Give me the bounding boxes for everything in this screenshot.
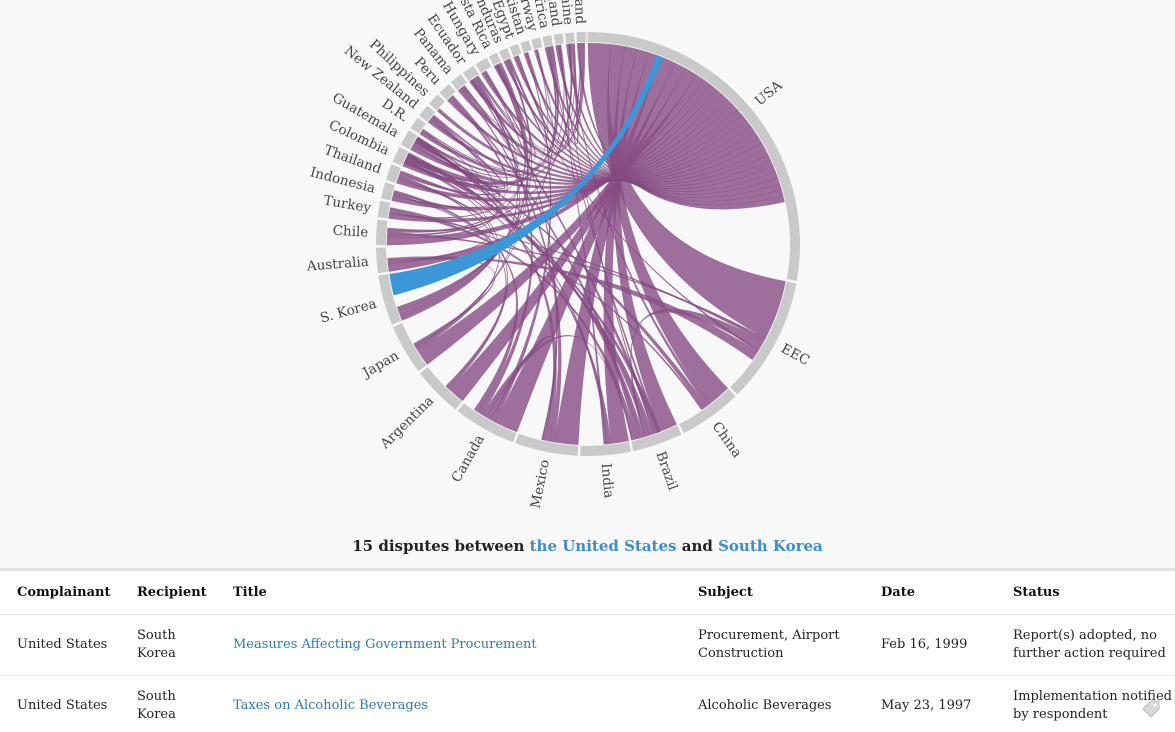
arc-switzerland[interactable] — [554, 34, 564, 45]
chord-diagram: USA EEC China Brazil India Mexico Canada Argent… — [0, 0, 1175, 535]
cell-recipient: South Korea — [120, 615, 216, 676]
arc-pakistan[interactable] — [520, 40, 531, 52]
column-header-recipient[interactable]: Recipient — [120, 571, 216, 615]
summary-country-b[interactable]: South Korea — [718, 537, 823, 555]
summary-country-a[interactable]: the United States — [530, 537, 677, 555]
country-label[interactable]: S. Korea — [318, 296, 378, 327]
tag-icon[interactable] — [1141, 699, 1161, 719]
column-header-subject[interactable]: Subject — [681, 571, 864, 615]
arc-ukraine[interactable] — [565, 32, 575, 43]
cell-subject: Procurement, Airport Construction — [681, 615, 864, 676]
column-header-complainant[interactable]: Complainant — [0, 571, 120, 615]
country-label[interactable]: EEC — [778, 341, 812, 369]
country-label[interactable]: Poland — [570, 0, 588, 25]
country-label[interactable]: Mexico — [528, 458, 553, 510]
country-label[interactable]: Australia — [305, 254, 369, 275]
cell-date: May 23, 1997 — [864, 676, 996, 732]
chord-ribbons — [387, 43, 785, 445]
country-label[interactable]: India — [598, 463, 617, 499]
country-label[interactable]: China — [709, 419, 745, 461]
arc-turkey[interactable] — [378, 201, 391, 219]
disputes-table: Complainant Recipient Title Subject Date… — [0, 571, 1175, 732]
dispute-title-link[interactable]: Measures Affecting Government Procuremen… — [233, 637, 537, 652]
cell-status: Report(s) adopted, no further action req… — [996, 615, 1175, 676]
arc-philippines[interactable] — [429, 94, 445, 110]
arc-s-africa[interactable] — [542, 35, 552, 47]
country-label[interactable]: Turkey — [322, 193, 372, 217]
arc-egypt[interactable] — [510, 44, 522, 56]
arc-hungary[interactable] — [475, 58, 491, 73]
summary-and-text: and — [682, 537, 713, 555]
arc-chile[interactable] — [376, 220, 387, 245]
country-label[interactable]: Brazil — [652, 449, 680, 492]
arc-norway[interactable] — [531, 38, 542, 50]
arc-honduras[interactable] — [499, 48, 511, 61]
cell-date: Feb 16, 1999 — [864, 615, 996, 676]
column-header-title[interactable]: Title — [216, 571, 681, 615]
cell-subject: Alcoholic Beverages — [681, 676, 864, 732]
country-label[interactable]: Japan — [358, 347, 402, 381]
cell-recipient: South Korea — [120, 676, 216, 732]
table-row: United States South Korea Taxes on Alcoh… — [0, 676, 1175, 732]
table-header-row: Complainant Recipient Title Subject Date… — [0, 571, 1175, 615]
country-label[interactable]: Argentina — [377, 393, 437, 453]
country-label[interactable]: USA — [752, 77, 786, 109]
table-row: United States South Korea Measures Affec… — [0, 615, 1175, 676]
country-label[interactable]: Canada — [448, 432, 487, 485]
dispute-title-link[interactable]: Taxes on Alcoholic Beverages — [233, 698, 428, 713]
cell-title: Measures Affecting Government Procuremen… — [216, 615, 681, 676]
cell-complainant: United States — [0, 615, 120, 676]
cell-complainant: United States — [0, 676, 120, 732]
arc-australia[interactable] — [376, 248, 388, 274]
arc-poland[interactable] — [577, 32, 586, 42]
summary-count-text: 15 disputes between — [352, 537, 524, 555]
disputes-table-container: Complainant Recipient Title Subject Date… — [0, 568, 1175, 732]
column-header-date[interactable]: Date — [864, 571, 996, 615]
country-label[interactable]: Chile — [332, 223, 368, 241]
cell-title: Taxes on Alcoholic Beverages — [216, 676, 681, 732]
selection-summary: 15 disputes between the United States an… — [0, 537, 1175, 555]
column-header-status[interactable]: Status — [996, 571, 1175, 615]
